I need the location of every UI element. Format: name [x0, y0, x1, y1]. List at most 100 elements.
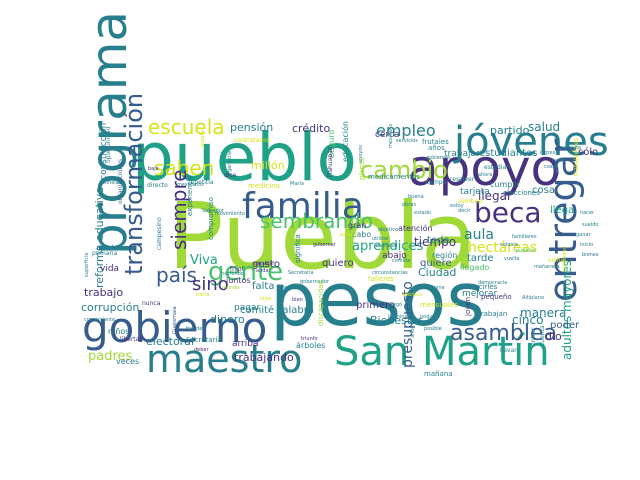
word-programa: programa: [80, 11, 138, 255]
word-pagar: pagar: [234, 303, 260, 313]
word-compromiso: compromiso: [207, 197, 215, 240]
word-sembrando: sembrando: [260, 209, 373, 233]
word-colonia: colonia: [500, 242, 518, 248]
word-cambiar: cambiar: [254, 261, 275, 267]
word-medicina: medicina: [248, 182, 280, 190]
word-region: región: [432, 250, 457, 260]
word-toda: toda: [427, 235, 450, 246]
word-vida: vida: [100, 264, 119, 274]
word-mexicano: mexicano: [388, 124, 394, 148]
word-garantia: garantía: [226, 151, 233, 172]
word-maestro: maestro: [146, 337, 302, 381]
word-deber: deber: [194, 347, 210, 353]
word-libertad: libertad: [120, 336, 143, 343]
word-abajo: abajo: [382, 251, 407, 261]
word-atencion: atención: [398, 223, 433, 233]
word-trabajo: trabajo: [84, 286, 123, 299]
word-anos: años: [428, 144, 445, 152]
word-solo: sólo: [578, 146, 598, 158]
word-mensual: mensual: [376, 243, 397, 249]
word-apoyos: apoyos: [358, 145, 364, 163]
word-joven: joven: [464, 297, 472, 317]
word-arboles: árboles: [296, 341, 325, 350]
word-asamblea: asamblea: [450, 321, 557, 346]
word-educacion: educación: [340, 121, 350, 162]
word-estoy: estoy: [450, 203, 464, 209]
word-terminar: terminar: [388, 314, 410, 320]
word-tonelada: tonelada: [103, 180, 125, 186]
word-andar: andar: [256, 268, 271, 274]
word-llegar: llegar: [478, 189, 512, 203]
word-capacidad: capacidad: [562, 246, 568, 272]
word-aprendices: aprendices: [352, 239, 424, 254]
word-gobernador: gobernador: [300, 279, 330, 285]
word-llevar: llevar: [500, 347, 517, 354]
word-entrar: entrar: [530, 327, 537, 346]
word-elecciones: elecciones: [503, 189, 540, 197]
word-gusto: gusto: [252, 259, 280, 270]
word-quiere: quiere: [420, 258, 452, 269]
word-arriba: arriba: [232, 339, 259, 349]
word-empleo: empleo: [376, 121, 436, 140]
word-pueblo: pueblo: [132, 119, 357, 196]
word-presupuesto: presupuesto: [400, 281, 416, 368]
word-campo: campo: [426, 179, 447, 186]
word-gente: gente: [208, 257, 283, 287]
word-trabajadores: trabajadores: [573, 138, 580, 176]
word-contratados: contratados: [234, 137, 270, 144]
word-quiero: quiero: [322, 258, 354, 269]
word-sueldo: sueldo: [582, 222, 598, 228]
word-palabra: palabra: [276, 305, 314, 316]
word-decirles: decirles: [470, 283, 498, 291]
word-pesos: pesos: [270, 257, 485, 343]
word-salud: salud: [528, 120, 560, 134]
word-san-martin: San Martín: [334, 329, 550, 375]
word-tiempo: tiempo: [414, 235, 456, 249]
word-superficie: superficie: [84, 253, 90, 277]
word-pequeno: pequeño: [481, 293, 512, 301]
word-tiene: tiene: [432, 285, 445, 291]
word-viva: Viva: [190, 253, 218, 268]
word-cinco: cinco: [512, 313, 543, 327]
word-ahorro: ahorro: [410, 322, 416, 338]
word-salvador: Salvador: [202, 208, 225, 214]
word-manera: manera: [520, 306, 566, 320]
word-estudian: estudian: [484, 164, 510, 171]
word-adultos-mayores: adultos mayores: [560, 260, 574, 360]
word-llegado: llegado: [460, 263, 489, 272]
word-altiplano: Altiplano: [522, 295, 544, 301]
word-frutales: frutales: [422, 138, 449, 146]
word-dice: dice: [224, 172, 237, 179]
word-planta: planta: [358, 158, 366, 180]
word-primero: primero: [356, 300, 395, 311]
word-vuelta: vuelta: [504, 256, 520, 262]
word-entregar: entregar: [541, 138, 585, 302]
word-gran: gran: [348, 221, 366, 230]
word-bienestar: Bienestar: [370, 314, 423, 327]
word-tarde: tarde: [467, 253, 493, 264]
word-mundo: mundo: [222, 285, 239, 291]
word-comida: comida: [392, 258, 410, 264]
word-partido: partido: [490, 124, 530, 137]
word-cumplir: cumplir: [490, 180, 521, 189]
word-servicios: servicios: [396, 138, 418, 144]
word-estudiantes: estudiantes: [479, 148, 538, 159]
word-decir: decir: [458, 208, 471, 214]
word-manana: mañana: [424, 370, 453, 378]
word-oportunidad: oportunidad: [105, 126, 112, 163]
word-comerciante: comerciante: [84, 317, 115, 323]
word-electoral: electoral: [146, 335, 194, 348]
word-construccion: construcción: [98, 123, 109, 180]
word-hijos: hijos: [260, 296, 272, 302]
word-juntos: juntos: [225, 276, 251, 285]
word-mananera: mañanera: [534, 264, 560, 270]
word-dinero: dinero: [210, 313, 245, 326]
word-organizaciones: organizaciones: [117, 159, 124, 204]
word-puebla: Puebla: [168, 183, 477, 290]
word-posible: posible: [424, 326, 442, 332]
word-nunca: nunca: [142, 300, 161, 307]
word-directo: directo: [147, 182, 168, 189]
word-circunstancias: circunstancias: [372, 270, 408, 276]
word-mejorar: mejorar: [462, 289, 498, 299]
